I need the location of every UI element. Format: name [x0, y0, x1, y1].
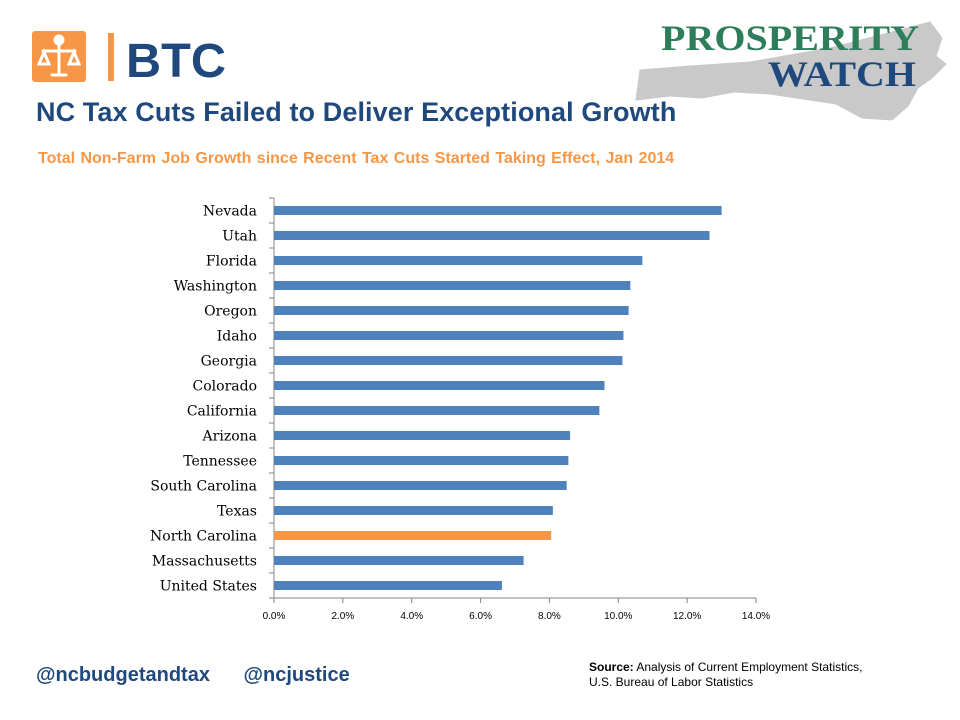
logo-divider: [108, 33, 114, 81]
prosperity-logo-line2: WATCH: [768, 54, 916, 94]
bar: [274, 481, 567, 490]
nc-state-outline-icon: [635, 21, 947, 121]
category-label: Oregon: [204, 304, 257, 320]
bar: [274, 256, 643, 265]
btc-logo-text: BTC: [126, 35, 226, 84]
category-label: Colorado: [193, 379, 257, 395]
handle-ncjustice[interactable]: @ncjustice: [243, 664, 350, 686]
category-label: Utah: [222, 229, 257, 245]
x-tick-label: 10.0%: [604, 611, 632, 622]
source-line-2: U.S. Bureau of Labor Statistics: [589, 675, 754, 689]
x-tick-label: 2.0%: [331, 611, 354, 622]
category-label: United States: [160, 579, 257, 595]
chart-subtitle: Total Non-Farm Job Growth since Recent T…: [38, 150, 675, 167]
x-tick-label: 6.0%: [469, 611, 492, 622]
category-label: Massachusetts: [152, 554, 257, 570]
category-label: Washington: [174, 279, 257, 295]
x-tick-label: 8.0%: [538, 611, 561, 622]
prosperity-watch-logo: PROSPERITY WATCH: [635, 18, 947, 121]
source-note: Source: Analysis of Current Employment S…: [589, 660, 862, 690]
category-label: Tennessee: [183, 454, 257, 470]
bar: [274, 381, 605, 390]
bar: [274, 506, 553, 515]
category-label: South Carolina: [150, 479, 257, 495]
social-handles: @ncbudgetandtax @ncjustice: [36, 664, 378, 687]
bar: [274, 306, 629, 315]
bar: [274, 456, 569, 465]
category-label: Arizona: [202, 429, 257, 445]
category-label: Nevada: [203, 204, 257, 220]
bar: [274, 231, 710, 240]
chart-title: NC Tax Cuts Failed to Deliver Exceptiona…: [36, 97, 677, 127]
bar: [274, 431, 571, 440]
bar: [274, 331, 624, 340]
category-label: North Carolina: [150, 529, 257, 545]
bar: [274, 206, 722, 215]
category-label: Idaho: [217, 329, 257, 345]
bar-chart: Nevada Utah Florida Washington Oregon Idaho Ge…: [150, 197, 770, 622]
category-label: Georgia: [201, 354, 257, 370]
x-tick-label: 12.0%: [673, 611, 701, 622]
x-tick-label: 0.0%: [263, 611, 286, 622]
scales-of-justice-icon: [36, 34, 82, 77]
category-label: Florida: [206, 254, 257, 270]
bar: [274, 281, 631, 290]
x-tick-label: 4.0%: [400, 611, 423, 622]
bar: [274, 556, 524, 565]
btc-logo: BTC: [32, 31, 226, 84]
category-label: California: [187, 404, 257, 420]
bar: [274, 406, 600, 415]
prosperity-logo-line1: PROSPERITY: [661, 18, 919, 58]
x-tick-label: 14.0%: [742, 611, 770, 622]
bar: [274, 356, 623, 365]
source-line-1: Analysis of Current Employment Statistic…: [633, 660, 863, 674]
bar: [274, 581, 502, 590]
source-label: Source:: [589, 660, 634, 674]
handle-ncbudgetandtax[interactable]: @ncbudgetandtax: [36, 664, 210, 686]
bar-highlight: [274, 531, 552, 540]
category-label: Texas: [217, 504, 257, 520]
